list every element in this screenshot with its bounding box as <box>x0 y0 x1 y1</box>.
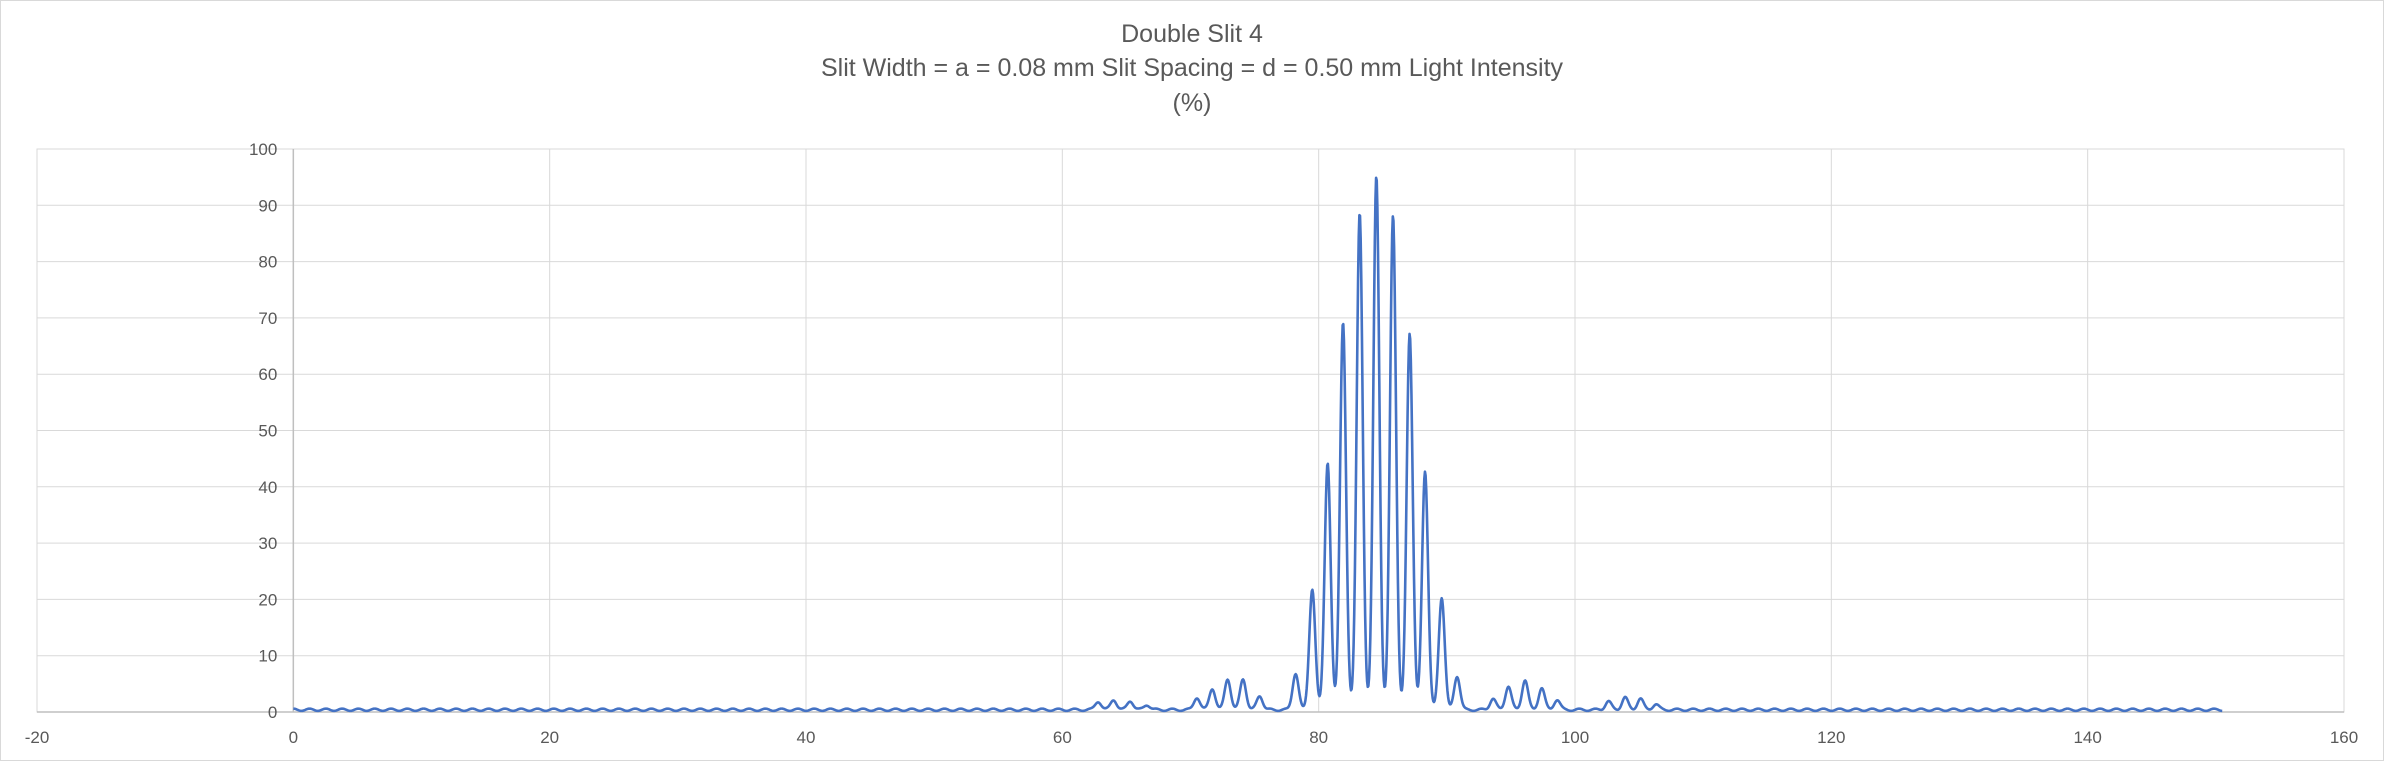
y-tick-label: 0 <box>268 703 277 722</box>
y-tick-label: 70 <box>258 309 277 328</box>
y-tick-label: 80 <box>258 253 277 272</box>
x-tick-label: 60 <box>1053 728 1072 747</box>
x-tick-label: 40 <box>797 728 816 747</box>
x-tick-label: 80 <box>1309 728 1328 747</box>
y-tick-label: 20 <box>258 590 277 609</box>
y-tick-label: 30 <box>258 534 277 553</box>
x-tick-label: 140 <box>2073 728 2101 747</box>
x-tick-label: 120 <box>1817 728 1845 747</box>
tick-labels: 0 10 20 30 40 50 60 70 80 90 100 -20 0 20 40 60 80 100 120… <box>25 140 2358 747</box>
chart-subtitle: Slit Width = a = 0.08 mm Slit Spacing = … <box>820 54 1564 82</box>
y-tick-label: 90 <box>258 196 277 215</box>
x-tick-label: 20 <box>540 728 559 747</box>
x-tick-label: 160 <box>2330 728 2358 747</box>
y-tick-label: 50 <box>258 422 277 441</box>
y-tick-label: 60 <box>258 365 277 384</box>
series-layer <box>292 176 2223 713</box>
x-tick-label: 0 <box>289 728 298 747</box>
x-tick-label: -20 <box>25 728 50 747</box>
x-tick-label: 100 <box>1561 728 1589 747</box>
chart-subtitle-units: (%) <box>1172 89 1212 117</box>
intensity-series-line <box>292 176 2223 713</box>
grid-lines <box>36 148 2345 713</box>
y-tick-label: 40 <box>258 478 277 497</box>
chart-title: Double Slit 4 <box>1121 20 1263 48</box>
axes <box>37 149 2344 713</box>
y-tick-label: 100 <box>249 140 277 159</box>
y-tick-label: 10 <box>258 647 277 666</box>
